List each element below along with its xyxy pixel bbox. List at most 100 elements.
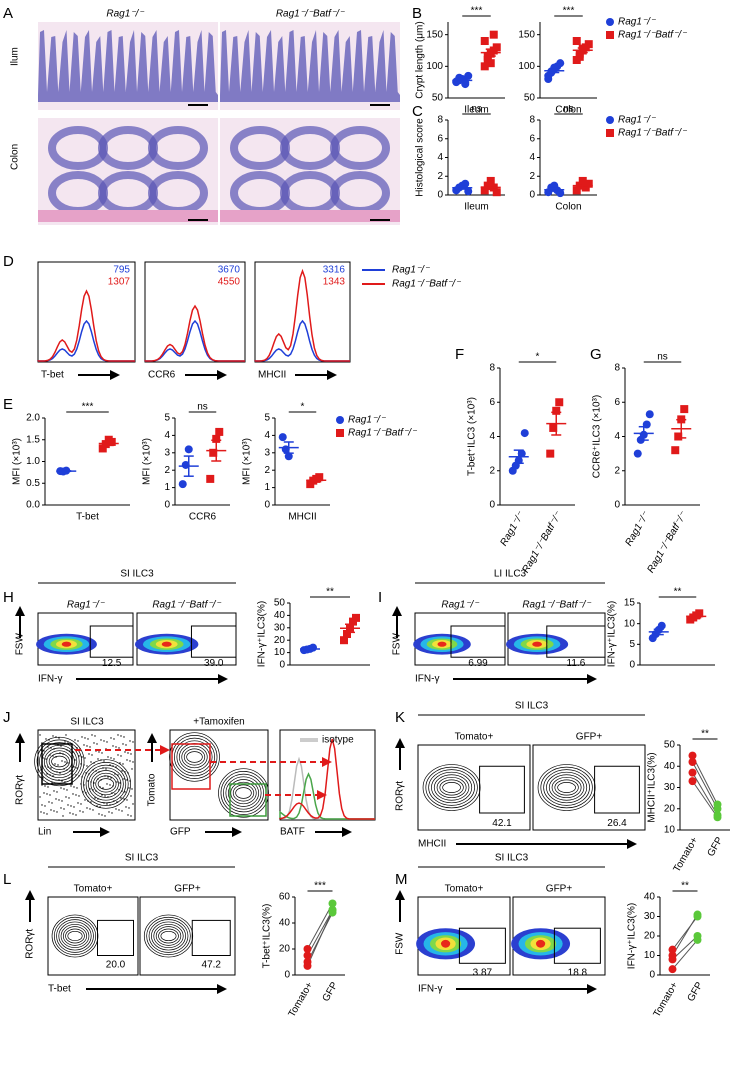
event [113,738,115,740]
event [113,758,115,760]
significance: ** [326,587,334,598]
event [106,741,108,743]
histogram-curve [254,268,350,362]
y-tick-label: 30 [664,782,676,793]
event [88,753,90,755]
contour [88,767,124,801]
column-title: GFP+ [174,884,201,895]
y-axis-label: T-bet⁺ILC3 (×10³) [467,397,478,476]
significance: ** [681,881,689,892]
y-tick-label: 2 [164,465,170,476]
data-point [483,52,492,61]
data-point [556,59,565,68]
event [49,794,51,796]
event [132,803,134,805]
data-point [584,40,593,49]
event [132,761,134,763]
density [437,641,447,647]
y-tick-label: 4 [614,431,620,442]
x-tick-label: GFP [321,980,341,1004]
event [50,767,52,769]
legend-entry: Rag1⁻/⁻Batf⁻/⁻ [618,128,687,139]
y-axis-label: FSW [392,633,403,656]
event [65,796,67,798]
contour [169,732,220,782]
event [56,791,58,793]
histogram-curve [144,319,245,362]
event [111,812,113,814]
gate-value: 18.8 [568,967,588,978]
event [75,794,77,796]
flow-plot [532,744,646,831]
data-point [492,188,501,197]
y-tick-label: 3 [164,447,170,458]
data-point [549,423,558,432]
legend-marker [336,416,344,424]
event [105,768,107,770]
event [43,792,45,794]
event [39,796,41,798]
group-title: +Tamoxifen [193,717,244,728]
event [86,745,88,747]
event [46,813,48,815]
y-tick-label: 50 [524,93,536,104]
column-title: Rag1⁻/⁻Batf⁻/⁻ [152,600,221,611]
density [532,641,542,647]
event [107,776,109,778]
y-axis-label: CCR6⁺ILC3 (×10³) [592,395,603,478]
data-point [575,52,584,61]
legend-entry: Rag1⁻/⁻ [348,415,386,426]
event [92,809,94,811]
event [57,764,59,766]
event [80,803,82,805]
y-tick-label: 6 [489,397,495,408]
x-tick-label: T-bet [76,512,99,523]
significance: ns [563,104,574,115]
y-axis-label: T-bet⁺ILC3(%) [262,904,273,969]
x-axis-label: MHCII [258,370,286,381]
y-axis-label: IFN-γ⁺ILC3(%) [607,601,618,667]
y-tick-label: 0 [629,660,635,671]
gate [89,625,134,658]
contour [155,926,182,946]
contour [174,737,215,777]
contour [95,775,117,793]
data-point [693,910,702,919]
y-tick-label: 4 [264,430,270,441]
contour [43,747,75,776]
y-tick-label: 6 [529,133,535,144]
data-point [688,768,697,777]
data-point [489,30,498,39]
gate [190,625,237,658]
event [98,813,100,815]
y-tick-label: 1.0 [26,456,40,467]
event [93,742,95,744]
tissue [38,30,218,102]
data-point [303,961,312,970]
data-point [215,427,224,436]
y-tick-label: 6 [614,397,620,408]
event [84,757,86,759]
group-title: SI ILC3 [70,717,104,728]
gate-value: 12.5 [102,658,122,669]
tissue [330,126,390,170]
y-tick-label: 150 [518,29,535,40]
pair-line [672,939,698,970]
event [126,799,128,801]
y-axis-label: MFI (×10³) [12,438,23,485]
x-axis-label: CCR6 [148,370,176,381]
flow-plot [279,729,376,821]
event [44,805,46,807]
data-point [695,609,704,618]
y-axis-label: Histological score [415,118,426,197]
contour [90,770,122,798]
y-tick-label: 0 [649,970,655,981]
event [130,815,132,817]
event [89,808,91,810]
event [51,802,53,804]
event [86,765,88,767]
y-tick-label: 50 [432,93,444,104]
event [118,747,120,749]
data-point [315,473,324,482]
event [132,741,134,743]
